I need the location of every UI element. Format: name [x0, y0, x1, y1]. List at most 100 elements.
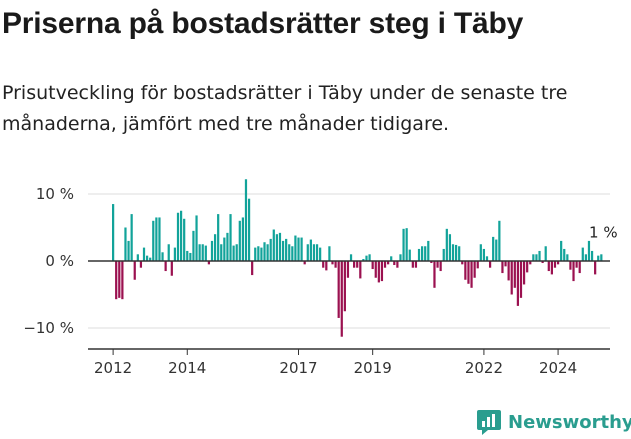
bar: [192, 230, 195, 261]
bar: [346, 261, 350, 278]
bar: [189, 252, 192, 261]
newsworthy-logo-icon: [477, 410, 501, 435]
bar: [164, 261, 167, 272]
bar: [294, 235, 297, 261]
bar: [393, 261, 396, 266]
bar: [414, 261, 418, 268]
bar: [473, 261, 476, 278]
bar: [155, 217, 158, 261]
y-tick-label: 0 %: [45, 252, 74, 270]
bar: [445, 228, 448, 261]
bar: [207, 261, 211, 265]
bar: [278, 232, 282, 261]
bar: [566, 254, 569, 261]
bar: [513, 261, 516, 288]
bar: [179, 210, 183, 261]
bar: [492, 236, 495, 261]
axes: [88, 260, 610, 355]
x-tick-label: 2019: [354, 359, 392, 377]
bar: [226, 232, 229, 261]
bar: [315, 244, 319, 261]
bar: [442, 248, 445, 261]
bar: [281, 240, 285, 261]
bar: [532, 254, 535, 261]
bar: [362, 258, 365, 261]
bar: [436, 261, 439, 268]
bar: [272, 229, 275, 261]
bar: [124, 227, 127, 261]
bar: [220, 244, 223, 261]
bar: [424, 246, 427, 261]
bar: [127, 240, 130, 261]
bar: [541, 261, 544, 264]
bar: [173, 247, 177, 261]
bar: [223, 237, 226, 261]
bar: [408, 249, 411, 261]
x-tick-label: 2022: [465, 359, 503, 377]
bar: [349, 254, 353, 261]
bar: [353, 261, 356, 268]
bar: [399, 254, 402, 261]
bar: [405, 228, 408, 261]
bar: [238, 220, 241, 261]
bar: [600, 254, 603, 261]
bar-chart: 10 % 0 % −10 % 2012 2014 2017 2019 2022 2024 1 %: [23, 179, 618, 377]
bar: [556, 261, 560, 265]
gridlines: [88, 193, 610, 329]
bar: [269, 238, 272, 261]
bar: [170, 261, 173, 276]
bar: [430, 261, 433, 264]
bar: [251, 261, 254, 276]
bar: [303, 261, 306, 265]
x-tick-label: 2014: [168, 359, 206, 377]
bar: [176, 212, 180, 261]
bar: [467, 261, 470, 284]
bar: [374, 261, 377, 278]
bar: [383, 261, 387, 268]
bar: [547, 261, 550, 272]
bar: [427, 240, 430, 261]
bar: [356, 261, 359, 268]
bar: [359, 261, 362, 279]
bar: [470, 261, 473, 288]
bar: [343, 261, 346, 312]
bars: [112, 179, 603, 337]
bar: [461, 261, 464, 265]
bar: [510, 261, 513, 295]
y-tick-label: −10 %: [23, 319, 74, 337]
bar: [213, 234, 217, 261]
x-tick-label: 2012: [94, 359, 132, 377]
bar: [142, 247, 146, 261]
bar: [257, 246, 260, 261]
chart-title: Priserna på bostadsrätter steg i Täby: [2, 7, 524, 40]
bar: [479, 244, 482, 261]
bar: [118, 261, 121, 298]
newsworthy-logo[interactable]: Newsworthy: [476, 407, 631, 437]
bar: [152, 220, 155, 261]
bar: [368, 254, 371, 261]
bar: [331, 261, 334, 265]
bar: [516, 261, 520, 306]
bar: [139, 261, 143, 268]
bar: [115, 261, 118, 300]
bar: [417, 248, 421, 261]
bar: [112, 204, 115, 261]
bar: [325, 261, 328, 271]
bar: [365, 255, 368, 261]
bar: [587, 240, 591, 261]
bar: [550, 261, 553, 275]
bar: [396, 261, 399, 268]
bar: [291, 246, 294, 261]
bar: [544, 246, 547, 261]
bar: [297, 237, 300, 261]
bar: [451, 244, 455, 261]
bar: [495, 239, 498, 261]
bar: [476, 261, 479, 269]
bar: [560, 240, 563, 261]
bar: [319, 247, 322, 261]
bar: [263, 242, 266, 261]
bar: [145, 255, 149, 261]
x-tick-label: 2024: [539, 359, 577, 377]
bar: [254, 247, 257, 261]
bar: [285, 238, 288, 261]
